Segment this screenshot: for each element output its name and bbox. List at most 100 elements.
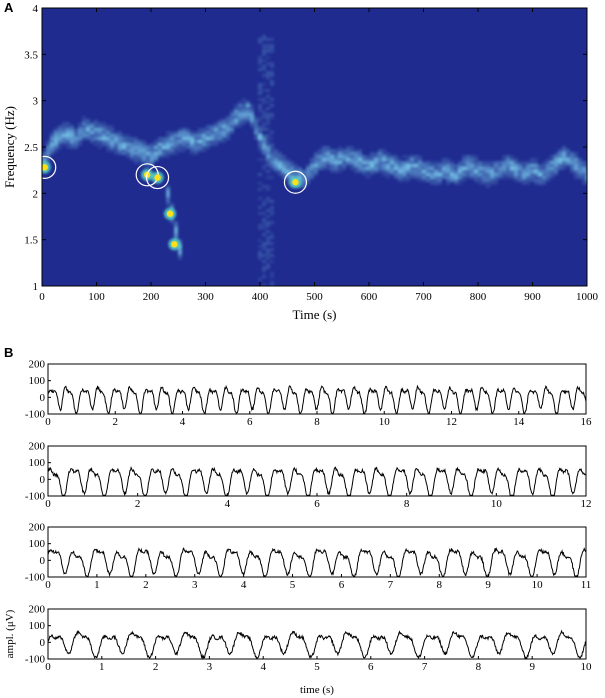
heatmap-cell (546, 167, 550, 170)
heatmap-cell (46, 152, 50, 155)
heatmap-cell (186, 146, 190, 149)
heatmap-cell (350, 155, 354, 158)
heatmap-cell (154, 152, 158, 155)
heatmap-cell (518, 176, 522, 179)
heatmap-cell (578, 164, 582, 167)
heatmap-cell (170, 221, 174, 224)
x-tick-label: 400 (252, 291, 269, 303)
heatmap-cell (442, 173, 446, 176)
heatmap-cell (98, 131, 102, 134)
heatmap-cell (138, 140, 142, 143)
heatmap-cell (258, 197, 262, 200)
heatmap-cell (266, 188, 270, 191)
heatmap-cell (478, 182, 482, 185)
heatmap-cell (58, 131, 62, 134)
heatmap-cell (338, 149, 342, 152)
heatmap-cell (482, 161, 486, 164)
heatmap-cell (498, 164, 502, 167)
heatmap-cell (74, 137, 78, 140)
heatmap-cell (470, 161, 474, 164)
heatmap-cell (302, 179, 306, 182)
heatmap-cell (262, 152, 266, 155)
y-tick-label: 100 (29, 620, 46, 632)
heatmap-cell (258, 206, 262, 209)
heatmap-cell (246, 101, 250, 104)
x-tick-label: 12 (581, 498, 592, 510)
heatmap-cell (78, 125, 82, 128)
heatmap-cell (266, 116, 270, 119)
heatmap-cell (170, 140, 174, 143)
heatmap-cell (174, 230, 178, 233)
heatmap-cell (266, 221, 270, 224)
heatmap-cell (338, 152, 342, 155)
heatmap-cell (142, 155, 146, 158)
heatmap-cell (374, 161, 378, 164)
heatmap-cell (106, 143, 110, 146)
heatmap-cell (430, 173, 434, 176)
y-axis-ticks: 1 1.5 2 2.5 3 3.5 4 (24, 3, 587, 293)
heatmap-cell (230, 131, 234, 134)
heatmap-cell (198, 131, 202, 134)
heatmap-cell (530, 176, 534, 179)
heatmap-cell (470, 155, 474, 158)
heatmap-cell (326, 167, 330, 170)
x-tick-label: 4 (225, 498, 231, 510)
heatmap-cell (170, 152, 174, 155)
heatmap-cell (306, 173, 310, 176)
y-tick-label: 2.5 (24, 142, 38, 154)
heatmap-cell (78, 134, 82, 137)
heatmap-cell (326, 149, 330, 152)
heatmap-cell (78, 143, 82, 146)
heatmap-cell (266, 74, 270, 77)
heatmap-cell (234, 122, 238, 125)
heatmap-cell (486, 182, 490, 185)
heatmap-cell (574, 161, 578, 164)
heatmap-cell (194, 146, 198, 149)
heatmap-cell (310, 170, 314, 173)
heatmap-cell (138, 161, 142, 164)
hot-spot (171, 241, 178, 248)
heatmap-cell (366, 158, 370, 161)
heatmap-cell (342, 149, 346, 152)
heatmap-cell (166, 197, 170, 200)
heatmap-cell (430, 176, 434, 179)
y-tick-label: -100 (25, 409, 46, 421)
heatmap-cell (130, 158, 134, 161)
x-tick-label: 11 (581, 579, 592, 591)
heatmap-cell (354, 170, 358, 173)
heatmap-cell (262, 185, 266, 188)
heatmap-cell (246, 104, 250, 107)
x-tick-label: 900 (524, 291, 541, 303)
y-tick-label: 0 (40, 555, 46, 567)
heatmap-cell (474, 179, 478, 182)
heatmap-cell (450, 161, 454, 164)
heatmap-cell (566, 149, 570, 152)
heatmap-cell (174, 137, 178, 140)
heatmap-cell (574, 155, 578, 158)
heatmap-cell (78, 131, 82, 134)
heatmap-cell (446, 173, 450, 176)
heatmap-cell (198, 140, 202, 143)
heatmap-cell (198, 128, 202, 131)
heatmap-cell (182, 140, 186, 143)
heatmap-cell (258, 119, 262, 122)
heatmap-cell (238, 122, 242, 125)
heatmap-cell (194, 143, 198, 146)
heatmap-cell (258, 212, 262, 215)
heatmap-cell (210, 137, 214, 140)
heatmap-cell (178, 248, 182, 251)
heatmap-cell (266, 101, 270, 104)
heatmap-cell (242, 119, 246, 122)
heatmap-cell (446, 164, 450, 167)
heatmap-cell (166, 194, 170, 197)
heatmap-cell (282, 155, 286, 158)
heatmap-cell (258, 62, 262, 65)
heatmap-cell (106, 137, 110, 140)
heatmap-cell (222, 140, 226, 143)
spectrogram-panel: 0 100 200 300 400 500 600 700 800 900 1000 1 1.5 2 2.… (2, 3, 599, 322)
heatmap-cell (258, 224, 262, 227)
heatmap-cell (290, 167, 294, 170)
heatmap-cell (270, 104, 274, 107)
heatmap-cell (74, 146, 78, 149)
